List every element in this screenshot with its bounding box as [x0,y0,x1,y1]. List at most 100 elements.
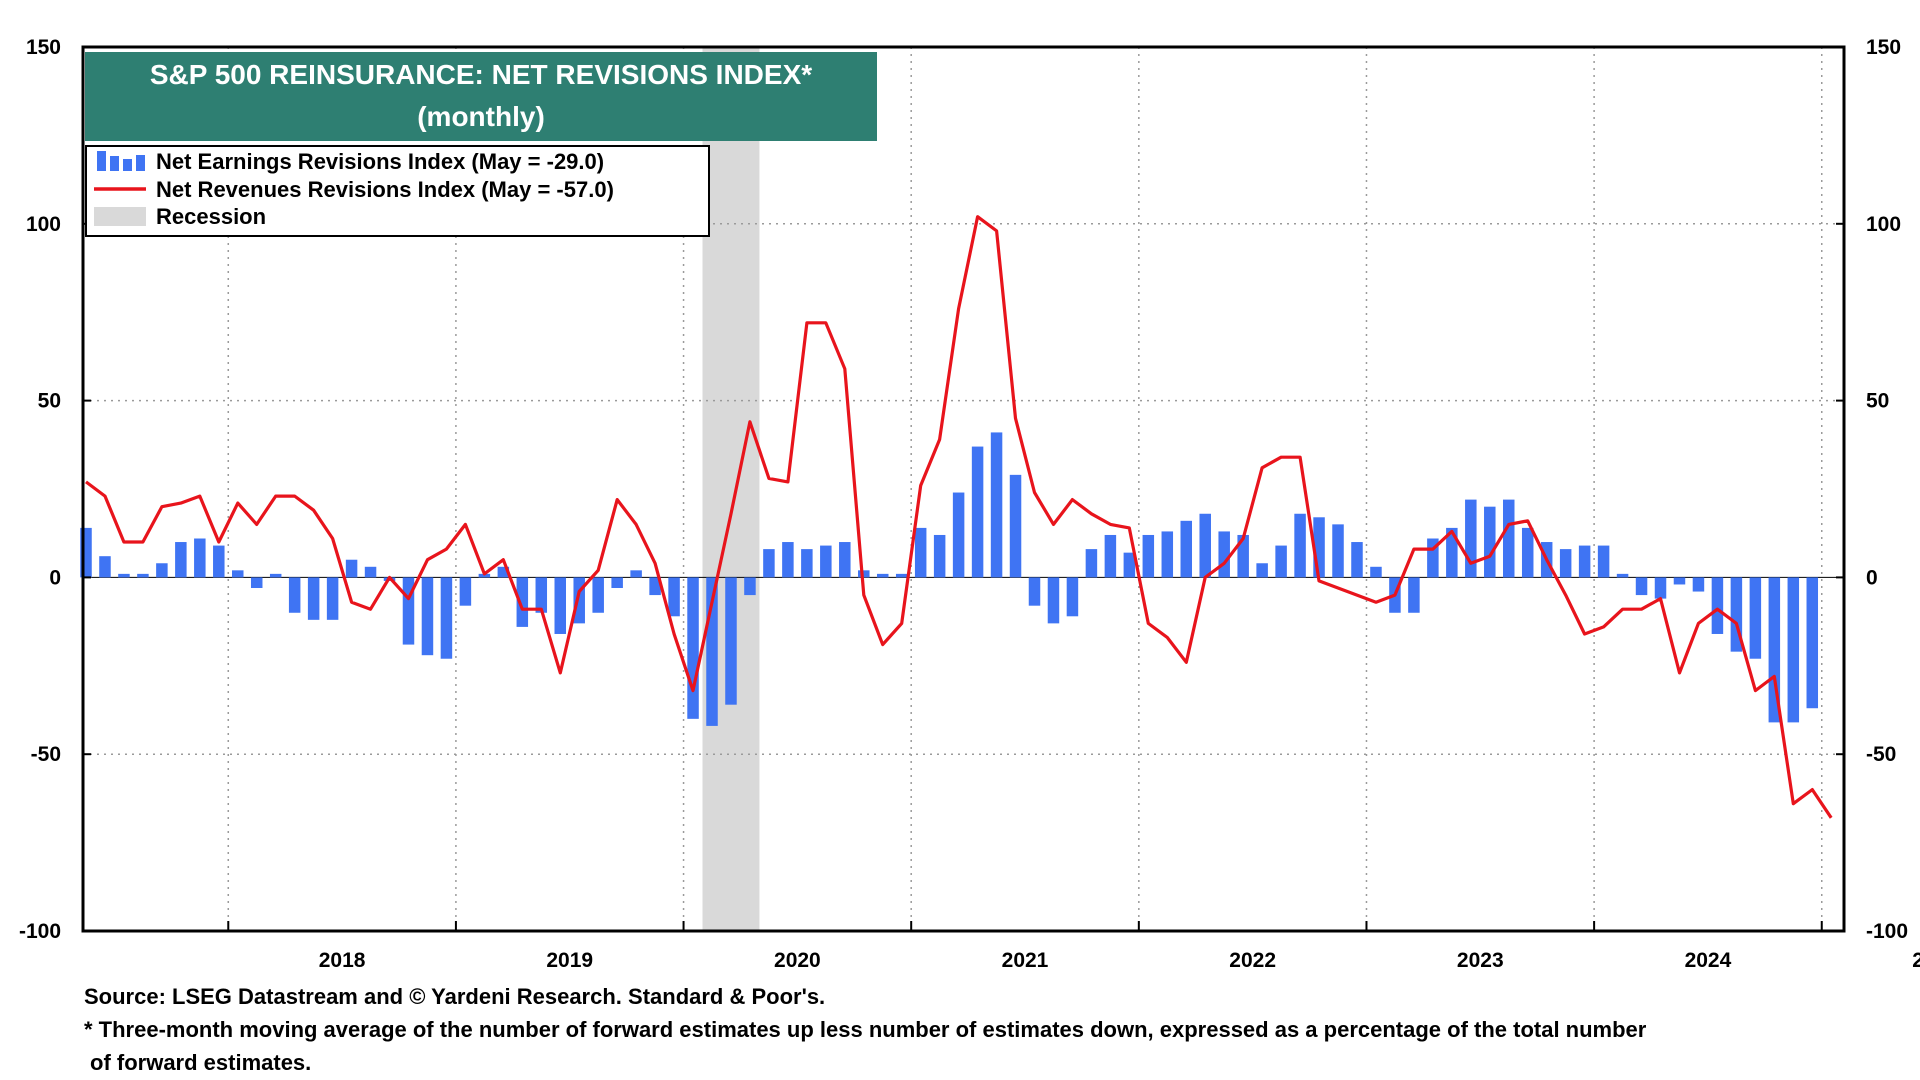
earnings-bar [592,577,604,613]
revenues-line [85,215,1833,819]
legend-label-revenues: Net Revenues Revisions Index (May = -57.… [156,177,614,202]
earnings-bar [1484,506,1496,578]
earnings-bar [459,577,472,606]
earnings-bar [1597,545,1610,578]
earnings-bar [213,545,225,578]
earnings-bar [630,570,642,578]
footnote-line-1: * Three-month moving average of the numb… [84,1017,1647,1042]
y-tick-label-left: 50 [38,390,61,413]
legend-bar-swatch [97,151,145,171]
earnings-bar [118,573,130,578]
earnings-bar [858,570,870,578]
earnings-bar [895,573,908,578]
earnings-bar [364,566,377,578]
earnings-bar [250,577,263,589]
earnings-bar [687,577,699,719]
x-tick-label: 2023 [1457,949,1504,972]
earnings-bar [516,577,529,627]
earnings-bar [1578,545,1591,578]
earnings-bar [573,577,585,624]
earnings-bar [1616,573,1629,578]
earnings-bar [1161,531,1174,578]
earnings-bar [933,534,946,578]
earnings-bar [1711,577,1724,634]
earnings-bar [1237,534,1249,578]
y-tick-label-left: 0 [49,566,61,589]
earnings-bar [1673,577,1686,585]
earnings-bar [1047,577,1060,624]
y-tick-label-right: 0 [1866,566,1878,589]
y-tick-label-right: -100 [1866,920,1908,943]
earnings-bar [952,492,965,578]
earnings-bar [1066,577,1079,617]
x-tick-label: 2024 [1685,949,1732,972]
earnings-bar [1123,552,1136,578]
title-box: S&P 500 REINSURANCE: NET REVISIONS INDEX… [85,52,877,141]
earnings-bar [990,432,1003,578]
earnings-bar [137,573,149,578]
earnings-bar [1294,513,1306,578]
earnings-bar [1218,531,1230,578]
x-tick-label: 2021 [1002,949,1049,972]
earnings-bar [1332,524,1344,578]
earnings-bar [440,577,453,659]
y-axis-left: 150 100 50 0 -50 -100 [19,36,91,943]
earnings-bar [649,577,661,596]
earnings-bar [1503,499,1515,578]
legend-recession-swatch [94,207,146,226]
earnings-bar [232,570,244,578]
y-tick-label-left: 100 [26,213,61,236]
earnings-bar [1635,577,1648,596]
earnings-bar [269,573,282,578]
earnings-bar [744,577,756,596]
earnings-bar [1351,542,1363,578]
y-tick-label-left: -50 [31,743,61,766]
y-tick-label-left: -100 [19,920,61,943]
earnings-bar [1370,566,1382,578]
legend-label-earnings: Net Earnings Revisions Index (May = -29.… [156,149,604,174]
earnings-bar [535,577,548,613]
earnings-bar [497,566,510,578]
legend: Net Earnings Revisions Index (May = -29.… [85,145,710,237]
earnings-bar [478,573,491,578]
y-tick-label-right: 100 [1866,213,1901,236]
earnings-bar [1427,538,1439,578]
footnote-line-2: of forward estimates. [90,1050,312,1075]
earnings-bar [554,577,566,634]
earnings-bar [1104,534,1117,578]
source-note: Source: LSEG Datastream and © Yardeni Re… [84,984,826,1009]
x-tick-label: 2022 [1229,949,1276,972]
earnings-bar [971,446,984,578]
earnings-bar [782,542,794,578]
earnings-bar [820,545,832,578]
earnings-bar [1313,517,1325,578]
x-tick-label: 2020 [774,949,821,972]
earnings-bar [1692,577,1705,592]
earnings-bar [668,577,680,617]
earnings-bar [99,556,111,578]
earnings-bar [1028,577,1041,606]
earnings-bar [1559,549,1572,578]
plot-frame [81,45,1846,933]
earnings-bar [1256,563,1268,578]
recession-band [702,47,760,931]
y-tick-label-right: -50 [1866,743,1896,766]
y-axis-right: 150 100 50 0 -50 -100 [1836,36,1908,943]
earnings-bar [345,559,358,578]
earnings-bar [1521,527,1534,578]
chart-subtitle: (monthly) [417,101,545,132]
earnings-bar [1142,534,1155,578]
earnings-bar [288,577,301,613]
earnings-bar [1787,577,1800,723]
earnings-bar [1408,577,1420,613]
earnings-bar [1806,577,1819,709]
earnings-bar [801,549,813,578]
earnings-bar [1730,577,1743,652]
earnings-bar [194,538,206,578]
chart-title: S&P 500 REINSURANCE: NET REVISIONS INDEX… [150,59,812,90]
earnings-bar [421,577,434,656]
earnings-bar [1199,513,1211,578]
earnings-bar [706,577,718,726]
legend-label-recession: Recession [156,204,266,229]
